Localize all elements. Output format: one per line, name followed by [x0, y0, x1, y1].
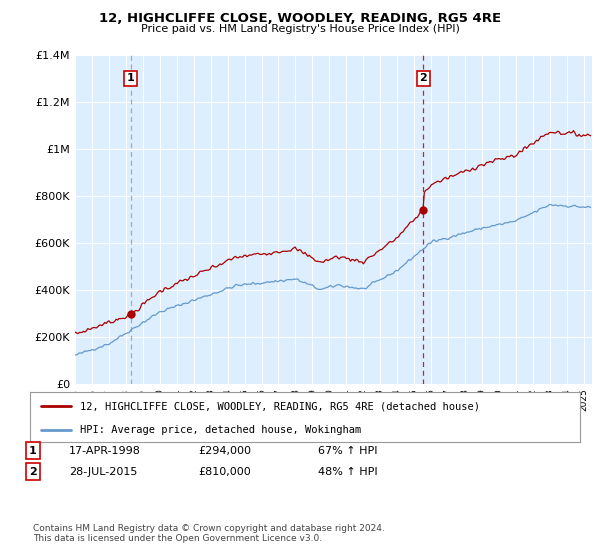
Text: Contains HM Land Registry data © Crown copyright and database right 2024.
This d: Contains HM Land Registry data © Crown c…: [33, 524, 385, 543]
Text: Price paid vs. HM Land Registry's House Price Index (HPI): Price paid vs. HM Land Registry's House …: [140, 24, 460, 34]
Text: 1: 1: [127, 73, 134, 83]
Text: 48% ↑ HPI: 48% ↑ HPI: [318, 466, 377, 477]
Text: 17-APR-1998: 17-APR-1998: [69, 446, 141, 456]
Text: 2: 2: [29, 466, 37, 477]
Text: 2: 2: [419, 73, 427, 83]
Text: 12, HIGHCLIFFE CLOSE, WOODLEY, READING, RG5 4RE (detached house): 12, HIGHCLIFFE CLOSE, WOODLEY, READING, …: [80, 401, 479, 411]
Text: 12, HIGHCLIFFE CLOSE, WOODLEY, READING, RG5 4RE: 12, HIGHCLIFFE CLOSE, WOODLEY, READING, …: [99, 12, 501, 25]
Text: HPI: Average price, detached house, Wokingham: HPI: Average price, detached house, Woki…: [80, 425, 361, 435]
Text: £810,000: £810,000: [198, 466, 251, 477]
Text: 28-JUL-2015: 28-JUL-2015: [69, 466, 137, 477]
Text: £294,000: £294,000: [198, 446, 251, 456]
Text: 1: 1: [29, 446, 37, 456]
Text: 67% ↑ HPI: 67% ↑ HPI: [318, 446, 377, 456]
